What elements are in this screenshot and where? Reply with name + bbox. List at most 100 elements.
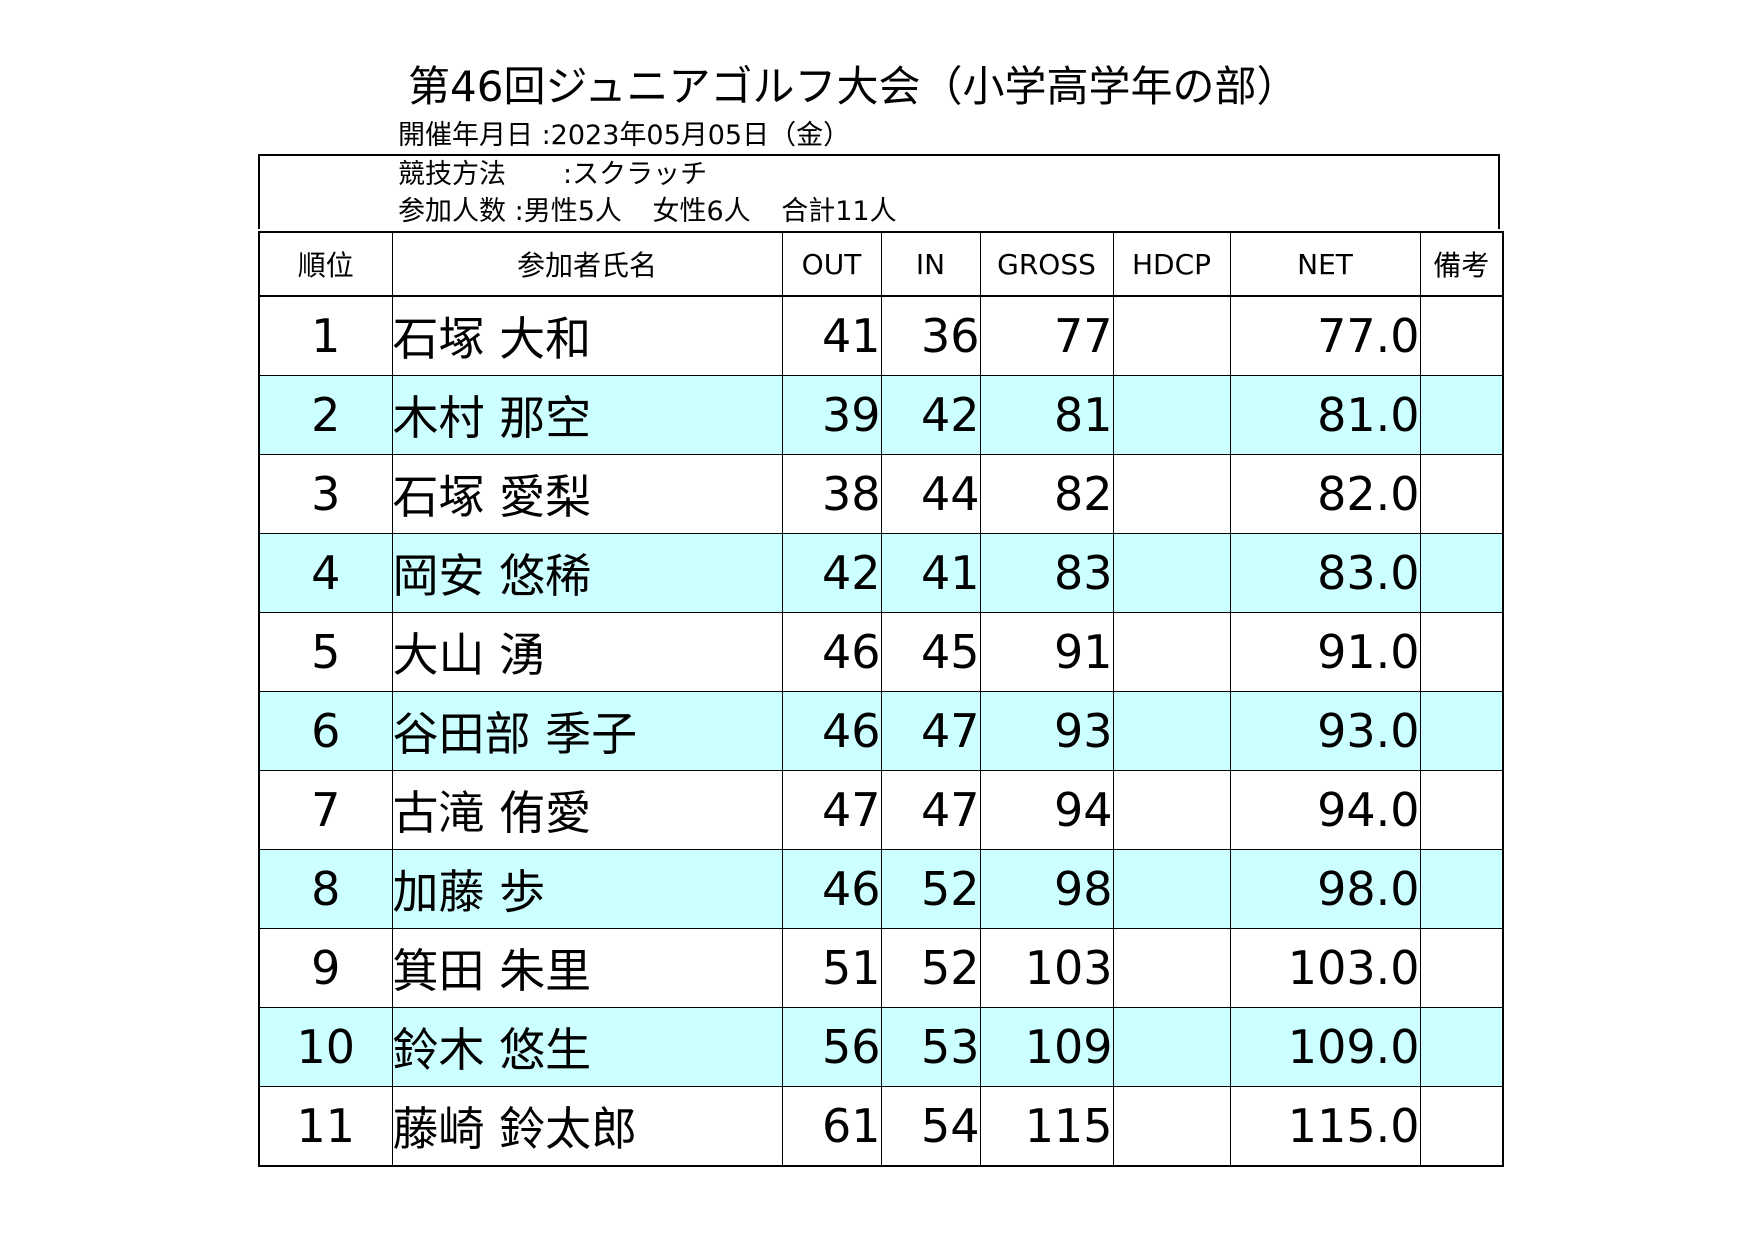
gross-cell: 103 [979,928,1114,1008]
note-cell [1419,691,1504,771]
gross-cell: 98 [979,849,1114,929]
hdcp-cell [1112,295,1231,376]
gross-cell: 82 [979,454,1114,534]
net-cell: 82.0 [1229,454,1421,534]
out-cell: 39 [781,375,882,455]
table-row: 7 古滝 侑愛 47 47 94 94.0 [258,770,1504,850]
rank-cell: 8 [258,849,393,929]
table-row: 9 箕田 朱里 51 52 103 103.0 [258,928,1504,1008]
hdcp-cell [1112,612,1231,692]
net-cell: 103.0 [1229,928,1421,1008]
table-row: 4 岡安 悠稀 42 41 83 83.0 [258,533,1504,613]
participants-male: :男性5人 [514,196,622,227]
note-cell [1419,295,1504,376]
rank-cell: 3 [258,454,393,534]
rank-cell: 11 [258,1086,393,1167]
net-cell: 115.0 [1229,1086,1421,1167]
in-cell: 45 [880,612,981,692]
net-cell: 94.0 [1229,770,1421,850]
hdcp-cell [1112,375,1231,455]
participants-total: 合計11人 [781,196,897,227]
out-cell: 46 [781,691,882,771]
method-value: :スクラッチ [563,159,708,190]
name-cell: 大山 湧 [391,612,783,692]
hdcp-cell [1112,1086,1231,1167]
rank-cell: 5 [258,612,393,692]
name-cell: 木村 那空 [391,375,783,455]
note-cell [1419,1086,1504,1167]
rank-cell: 10 [258,1007,393,1087]
name-cell: 鈴木 悠生 [391,1007,783,1087]
name-cell: 藤崎 鈴太郎 [391,1086,783,1167]
gross-cell: 81 [979,375,1114,455]
info-box [258,154,1500,229]
participants-female: 女性6人 [652,196,751,227]
out-cell: 56 [781,1007,882,1087]
out-cell: 46 [781,849,882,929]
note-cell [1419,849,1504,929]
in-cell: 47 [880,770,981,850]
note-cell [1419,454,1504,534]
table-row: 6 谷田部 季子 46 47 93 93.0 [258,691,1504,771]
results-table: 順位 参加者氏名 OUT IN GROSS HDCP NET 備考 1 石塚 大… [258,231,1504,1167]
name-cell: 石塚 大和 [391,295,783,376]
gross-cell: 109 [979,1007,1114,1087]
page-title: 第46回ジュニアゴルフ大会（小学高学年の部） [408,62,1299,111]
table-row: 5 大山 湧 46 45 91 91.0 [258,612,1504,692]
in-cell: 52 [880,849,981,929]
col-header-rank: 順位 [258,231,393,297]
hdcp-cell [1112,533,1231,613]
in-cell: 47 [880,691,981,771]
net-cell: 109.0 [1229,1007,1421,1087]
participants-label: 参加人数 [398,196,506,227]
net-cell: 93.0 [1229,691,1421,771]
hdcp-cell [1112,770,1231,850]
competition-method: 競技方法:スクラッチ [398,159,707,191]
name-cell: 谷田部 季子 [391,691,783,771]
col-header-name: 参加者氏名 [391,231,783,297]
rank-cell: 2 [258,375,393,455]
net-cell: 83.0 [1229,533,1421,613]
note-cell [1419,770,1504,850]
note-cell [1419,1007,1504,1087]
rank-cell: 9 [258,928,393,1008]
gross-cell: 93 [979,691,1114,771]
hdcp-cell [1112,1007,1231,1087]
net-cell: 91.0 [1229,612,1421,692]
in-cell: 36 [880,295,981,376]
gross-cell: 115 [979,1086,1114,1167]
table-row: 2 木村 那空 39 42 81 81.0 [258,375,1504,455]
table-row: 1 石塚 大和 41 36 77 77.0 [258,295,1504,376]
in-cell: 44 [880,454,981,534]
table-row: 8 加藤 歩 46 52 98 98.0 [258,849,1504,929]
rank-cell: 1 [258,295,393,376]
gross-cell: 77 [979,295,1114,376]
net-cell: 98.0 [1229,849,1421,929]
name-cell: 箕田 朱里 [391,928,783,1008]
in-cell: 41 [880,533,981,613]
name-cell: 古滝 侑愛 [391,770,783,850]
name-cell: 岡安 悠稀 [391,533,783,613]
in-cell: 54 [880,1086,981,1167]
gross-cell: 91 [979,612,1114,692]
rank-cell: 7 [258,770,393,850]
col-header-out: OUT [781,231,882,297]
table-row: 11 藤崎 鈴太郎 61 54 115 115.0 [258,1086,1504,1167]
out-cell: 42 [781,533,882,613]
rank-cell: 4 [258,533,393,613]
out-cell: 38 [781,454,882,534]
rank-cell: 6 [258,691,393,771]
gross-cell: 83 [979,533,1114,613]
note-cell [1419,375,1504,455]
out-cell: 51 [781,928,882,1008]
in-cell: 53 [880,1007,981,1087]
col-header-gross: GROSS [979,231,1114,297]
name-cell: 加藤 歩 [391,849,783,929]
header-row: 順位 参加者氏名 OUT IN GROSS HDCP NET 備考 [258,231,1504,297]
note-cell [1419,928,1504,1008]
hdcp-cell [1112,691,1231,771]
note-cell [1419,533,1504,613]
note-cell [1419,612,1504,692]
table-row: 3 石塚 愛梨 38 44 82 82.0 [258,454,1504,534]
in-cell: 42 [880,375,981,455]
